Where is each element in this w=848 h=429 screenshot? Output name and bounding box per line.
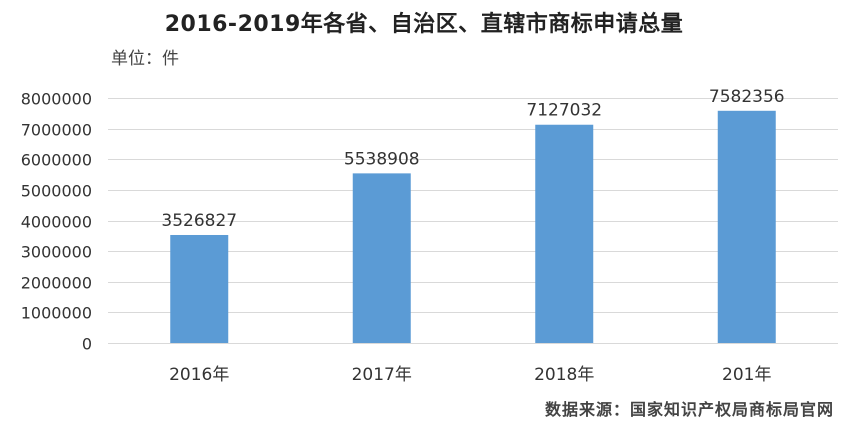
y-tick-label: 7000000 [21,121,92,140]
y-axis-ticks: 0 1000000 2000000 3000000 4000000 5000000 6000… [21,90,92,354]
chart-title: 2016-2019年各省、自治区、直辖市商标申请总量 [164,12,684,37]
data-labels: 3526827 5538908 7127032 7582356 [161,87,784,231]
y-tick-label: 8000000 [21,90,92,109]
y-tick-label: 3000000 [21,243,92,262]
bar [535,124,594,343]
data-source: 数据来源：国家知识产权局商标局官网 [544,400,834,419]
data-label: 7582356 [709,87,785,107]
gridlines [108,98,838,344]
data-label: 5538908 [344,149,420,169]
x-category-label: 2016年 [169,365,229,385]
bar [717,110,776,343]
y-tick-label: 0 [82,335,92,354]
y-tick-label: 4000000 [21,213,92,232]
y-tick-label: 1000000 [21,304,92,323]
y-tick-label: 2000000 [21,274,92,293]
y-tick-label: 5000000 [21,182,92,201]
bar [170,234,229,343]
unit-label: 单位：件 [111,49,179,69]
bar [352,173,411,343]
x-category-label: 2018年 [534,365,594,385]
data-label: 3526827 [161,211,237,231]
bars [170,110,776,343]
y-tick-label: 6000000 [21,151,92,170]
x-axis-categories: 2016年 2017年 2018年 201年 [169,365,771,385]
x-category-label: 201年 [722,365,771,385]
data-label: 7127032 [526,101,602,121]
x-category-label: 2017年 [352,365,412,385]
